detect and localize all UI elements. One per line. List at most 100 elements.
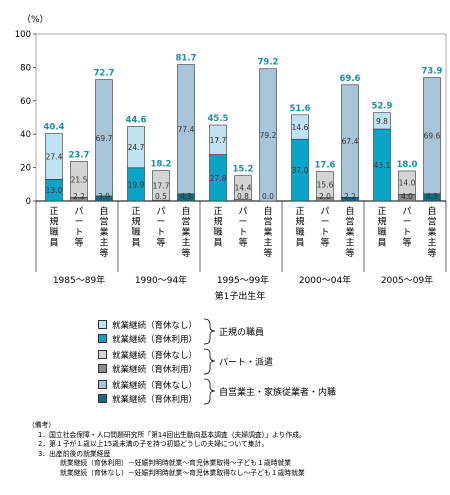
bar-segment-label: 3.0 [98, 192, 110, 201]
legend-entry-self-no-leave: 就業継続（育休なし） [98, 378, 197, 391]
y-unit-label: （%） [22, 14, 49, 25]
x-bar-category-label: 業 [263, 226, 272, 238]
bar-total-label: 15.2 [233, 165, 254, 175]
note-sub-item: 就業継続（育休なし）－妊娠判明時就業～育児休業取得なし～子ども１歳時就業 [60, 468, 305, 477]
x-bar-category-label: ト [402, 228, 411, 238]
x-axis-title: 第1子出生年 [215, 290, 266, 302]
x-bar-category-label: 員 [295, 238, 304, 249]
x-bar-category-label: 等 [320, 237, 329, 249]
legend-entry-self-with-leave: 就業継続（育休利用） [98, 392, 197, 405]
note-item: 2．第１子が１歳以上15歳未満の子を持つ初婚どうしの夫婦について集計。 [38, 440, 269, 449]
bar-segment-label: 27.8 [210, 174, 227, 183]
legend-label: 就業継続（育休利用） [112, 364, 198, 375]
x-bar-category-label: 主 [99, 237, 108, 249]
x-bar-category-label: 営 [427, 216, 436, 228]
x-bar-category-label: 正 [213, 207, 222, 217]
bar-without-leave [152, 170, 170, 201]
x-bar-category-label: パ [238, 206, 247, 217]
x-bar-category-label: 規 [377, 217, 386, 228]
x-bar-category-label: 規 [213, 217, 222, 228]
x-bar-category-label: 営 [99, 216, 108, 228]
x-bar-category-label: ー [320, 218, 329, 228]
bar-segment-label: 2.2 [344, 192, 356, 201]
x-bar-category-label: 正 [131, 207, 140, 217]
bar-segment-label: 77.4 [178, 125, 195, 134]
legend: 就業継続（育休なし） 就業継続（育休利用） 就業継続（育休なし） 就業継続（育休… [98, 316, 450, 405]
bar-segment-label: 4.3 [426, 192, 438, 201]
x-bar-category-label: 規 [49, 217, 58, 228]
x-bar-category-label: パ [156, 206, 165, 217]
x-group-label: 1995～99年 [217, 274, 269, 286]
bar-without-leave [209, 124, 227, 155]
x-bar-category-label: パ [320, 206, 329, 217]
x-bar-category-label: 業 [181, 226, 190, 238]
legend-entry-part-no-leave: 就業継続（育休なし） [98, 348, 197, 361]
note-item: 3．出産前後の就業経歴 [38, 449, 111, 458]
x-bar-category-label: ー [402, 218, 411, 228]
x-bar-category-label: 主 [181, 237, 190, 249]
y-tick-label: 80 [20, 63, 31, 73]
x-bar-category-label: 員 [377, 238, 386, 249]
x-group-label: 1990～94年 [135, 274, 187, 286]
bar-without-leave [70, 161, 88, 198]
bar-total-label: 69.6 [340, 74, 361, 84]
note-sub-item: 就業継続（育休利用）－妊娠判明時就業～育児休業取得～子ども１歳時就業 [60, 459, 292, 468]
bar-without-leave [177, 64, 195, 195]
x-bar-category-label: 等 [74, 237, 83, 249]
y-tick-label: 20 [20, 164, 31, 174]
x-bar-category-label: 自 [427, 205, 436, 217]
bar-segment-label: 4.0 [401, 192, 413, 201]
bar-without-leave [291, 114, 309, 140]
bar-without-leave [341, 84, 359, 198]
bar-segment-label: 67.4 [342, 137, 359, 146]
legend-swatch [98, 350, 107, 359]
x-bar-category-label: 自 [263, 205, 272, 217]
legend-entry-regular-with-leave: 就業継続（育休利用） [98, 332, 197, 345]
x-bar-category-label: パ [74, 206, 83, 217]
legend-swatch [98, 334, 107, 343]
legend-swatch [98, 364, 107, 373]
bar-segment-label: 17.7 [210, 136, 227, 145]
y-tick-label: 0 [26, 197, 31, 207]
legend-brace [203, 318, 216, 405]
x-bar-category-label: 等 [263, 247, 272, 259]
legend-group-part: パート・派遣 [219, 358, 274, 368]
x-bar-category-label: 職 [131, 227, 140, 238]
legend-label: 就業継続（育休利用） [112, 334, 198, 345]
x-bar-category-label: 規 [131, 217, 140, 228]
bar-total-label: 18.2 [151, 160, 172, 170]
x-bar-category-label: 主 [427, 237, 436, 249]
bar-segment-label: 0.0 [262, 192, 274, 201]
stacked-bar-chart: （%） 0 20 40 60 80 100 1985～89年 27.4 13.0 40.4 正規職… [15, 14, 447, 302]
bar-total-label: 81.7 [176, 54, 197, 64]
bar-without-leave [95, 79, 113, 197]
x-bar-category-label: 正 [49, 207, 58, 217]
x-bar-category-label: 規 [295, 217, 304, 228]
x-bar-category-label: 職 [377, 227, 386, 238]
x-bar-category-label: 営 [263, 216, 272, 228]
legend-label: 就業継続（育休なし） [112, 350, 198, 361]
x-bar-category-label: 職 [295, 227, 304, 238]
x-bar-category-label: 職 [213, 227, 222, 238]
bar-without-leave [373, 112, 391, 130]
legend-swatch [98, 394, 107, 403]
bar-total-label: 17.6 [315, 161, 336, 171]
notes-heading: （備考） [28, 421, 56, 429]
bar-total-label: 45.5 [208, 114, 229, 124]
x-bar-category-label: 員 [131, 238, 140, 249]
x-bar-category-label: パ [402, 206, 411, 217]
bar-total-label: 23.7 [69, 150, 90, 160]
bar-segment-label: 14.4 [235, 184, 252, 193]
bar-segment-label: 14.6 [292, 123, 309, 132]
x-bar-category-label: 等 [99, 247, 108, 259]
y-tick-label: 60 [20, 97, 31, 107]
legend-swatch [98, 380, 107, 389]
bar-without-leave [398, 170, 416, 195]
x-bar-category-label: ト [238, 228, 247, 238]
bar-without-leave [259, 68, 277, 202]
x-bar-category-label: 営 [345, 216, 354, 228]
x-bar-category-label: ト [320, 228, 329, 238]
x-bar-category-label: 営 [181, 216, 190, 228]
bar-segment-label: 79.2 [260, 131, 277, 140]
x-bar-category-label: ー [238, 218, 247, 228]
